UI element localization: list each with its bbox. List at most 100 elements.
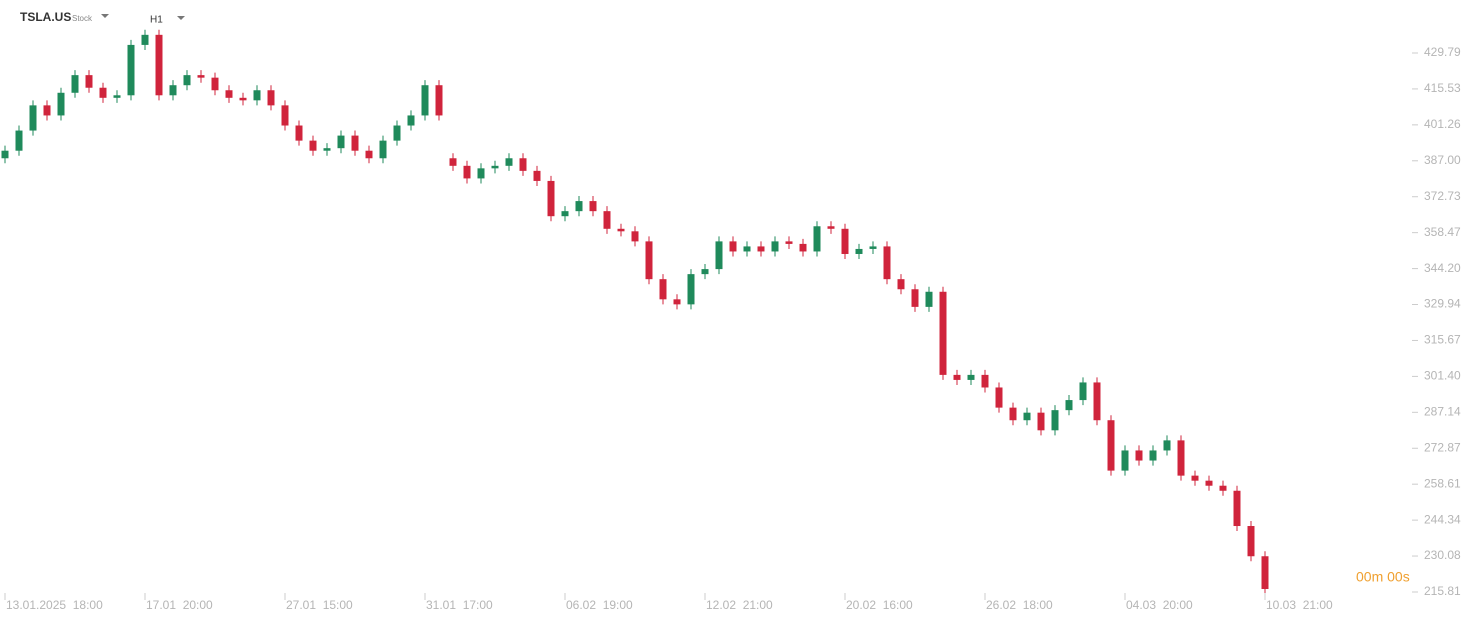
y-tick-label: 344.20 [1424, 261, 1461, 275]
candle-body [99, 87, 107, 98]
candle-body [1009, 407, 1017, 421]
y-tick-label: 301.40 [1424, 369, 1461, 383]
candle-body [911, 289, 919, 307]
candle-body [533, 170, 541, 181]
candle-body [393, 125, 401, 141]
candle-body [631, 231, 639, 242]
candle-body [827, 226, 835, 229]
candle-body [141, 34, 149, 45]
candle-body [1219, 485, 1227, 491]
candle-body [561, 211, 569, 217]
candle-body [1093, 382, 1101, 421]
candle-body [883, 246, 891, 280]
candle-body [855, 248, 863, 254]
x-tick-label: 12.02 21:00 [706, 598, 773, 612]
candle-body [281, 105, 289, 126]
candle-body [687, 274, 695, 305]
candle-body [127, 44, 135, 96]
candle-body [463, 165, 471, 179]
y-tick-label: 272.87 [1424, 440, 1461, 454]
candle-body [15, 130, 23, 151]
candle-body [575, 201, 583, 212]
interval-dropdown[interactable] [177, 16, 185, 20]
instrument-kind: Stock [72, 14, 93, 23]
candle-body [645, 241, 653, 280]
y-tick-label: 215.81 [1424, 584, 1461, 598]
candle-body [225, 90, 233, 98]
candle-body [967, 374, 975, 380]
symbol[interactable]: TSLA.US [20, 10, 71, 24]
candle-body [1205, 480, 1213, 486]
symbol-dropdown[interactable] [101, 14, 109, 18]
candle-body [435, 85, 443, 116]
candle-body [43, 105, 51, 116]
x-tick-label: 20.02 16:00 [846, 598, 913, 612]
candle-body [617, 228, 625, 232]
candle-body [1177, 440, 1185, 476]
candle-body [1233, 490, 1241, 527]
countdown: 00m 00s [1356, 569, 1410, 585]
candle-body [155, 34, 163, 96]
candle-body [1135, 450, 1143, 461]
x-tick-label: 13.01.2025 18:00 [6, 598, 103, 612]
candle-body [197, 75, 205, 78]
candle-body [323, 148, 331, 151]
candle-body [295, 125, 303, 141]
candle-body [337, 135, 345, 149]
y-tick-label: 372.73 [1424, 189, 1461, 203]
candle-body [407, 115, 415, 126]
candle-body [449, 158, 457, 166]
candle-body [659, 279, 667, 300]
candle-body [71, 75, 79, 93]
candle-body [603, 211, 611, 229]
y-tick-label: 287.14 [1424, 404, 1461, 418]
y-tick-label: 230.08 [1424, 548, 1461, 562]
candle-body [1247, 526, 1255, 557]
interval[interactable]: H1 [150, 15, 163, 26]
candle-body [113, 95, 121, 98]
x-tick-label: 04.03 20:00 [1126, 598, 1193, 612]
candle-body [253, 90, 261, 101]
candle-body [57, 92, 65, 116]
y-tick-label: 415.53 [1424, 81, 1461, 95]
candle-body [1261, 556, 1269, 589]
candle-body [1163, 440, 1171, 451]
candle-body [183, 75, 191, 86]
candle-body [29, 105, 37, 131]
candle-body [211, 77, 219, 91]
candle-body [505, 158, 513, 166]
y-tick-label: 387.00 [1424, 153, 1461, 167]
y-tick-label: 401.26 [1424, 117, 1461, 131]
candle-body [1079, 382, 1087, 401]
x-tick-label: 06.02 19:00 [566, 598, 633, 612]
candle-body [1023, 412, 1031, 421]
candle-body [1, 150, 9, 159]
candle-body [897, 279, 905, 290]
candle-body [1149, 450, 1157, 461]
candle-body [673, 299, 681, 305]
candle-body [869, 246, 877, 249]
candle-body [519, 158, 527, 171]
y-tick-label: 244.34 [1424, 512, 1461, 526]
candle-body [981, 374, 989, 388]
candle-body [701, 269, 709, 275]
candle-body [799, 243, 807, 252]
candle-body [239, 97, 247, 101]
candle-body [953, 374, 961, 380]
candle-body [757, 246, 765, 252]
candle-body [841, 228, 849, 254]
candle-body [589, 201, 597, 212]
candle-body [169, 85, 177, 96]
y-tick-label: 358.47 [1424, 225, 1461, 239]
candle-body [365, 150, 373, 159]
candle-body [1065, 400, 1073, 411]
candle-body [421, 85, 429, 116]
candle-body [491, 165, 499, 169]
candle-body [743, 246, 751, 252]
candle-body [1121, 450, 1129, 471]
x-tick-label: 27.01 15:00 [286, 598, 353, 612]
y-tick-label: 429.79 [1424, 45, 1461, 59]
x-tick-label: 26.02 18:00 [986, 598, 1053, 612]
candle-body [85, 75, 93, 88]
